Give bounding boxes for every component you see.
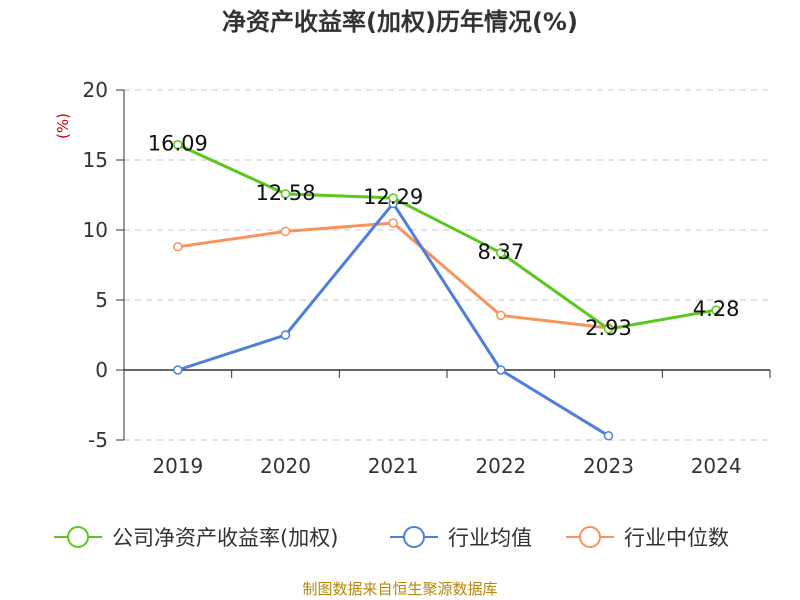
data-point [173, 365, 183, 375]
y-tick-label: 20 [83, 78, 108, 102]
series-line-2 [177, 221, 609, 330]
data-point [496, 310, 506, 321]
legend-marker [579, 526, 601, 548]
y-tick-label: 15 [83, 148, 108, 172]
y-tick-label: 5 [95, 288, 108, 312]
data-point [496, 248, 506, 258]
data-label: 16.09 [148, 132, 208, 156]
x-tick-label: 2021 [368, 454, 419, 478]
data-point [496, 365, 506, 375]
data-label: 12.58 [255, 181, 315, 205]
x-tick-label: 2020 [260, 454, 311, 478]
x-tick-label: 2022 [475, 454, 526, 478]
series-lines [173, 139, 721, 441]
data-point [280, 226, 291, 237]
data-point [388, 218, 398, 228]
data-label: 8.37 [477, 240, 524, 264]
grid-lines [124, 89, 770, 441]
data-labels: 16.09 12.58 12.29 8.37 2.93 4.28 [148, 132, 740, 340]
legend-marker [67, 526, 89, 548]
legend-item-2[interactable]: 行业中位数 [566, 526, 729, 550]
data-label: 2.93 [585, 316, 632, 340]
legend-item-1[interactable]: 行业均值 [390, 526, 532, 550]
data-point [280, 189, 291, 199]
data-label: 4.28 [693, 297, 740, 321]
y-tick-label: 0 [95, 358, 108, 382]
data-point [173, 139, 183, 150]
legend-label: 公司净资产收益率(加权) [112, 526, 338, 550]
data-point [388, 193, 398, 203]
legend-label: 行业均值 [448, 526, 532, 550]
data-label: 12.29 [363, 185, 423, 209]
legend: 公司净资产收益率(加权) 行业均值 行业中位数 [54, 526, 729, 550]
data-point [173, 242, 183, 252]
legend-item-0[interactable]: 公司净资产收益率(加权) [54, 526, 338, 550]
source-note: 制图数据来自恒生聚源数据库 [302, 580, 497, 598]
axes: 20 15 10 5 0 -5 2019 2020 2021 2022 2023 2024 [83, 78, 771, 478]
x-tick-label: 2019 [152, 454, 203, 478]
x-tick-label: 2024 [691, 454, 742, 478]
data-point [711, 305, 721, 315]
data-point [603, 324, 614, 334]
series-line-0 [177, 143, 717, 331]
y-tick-label: -5 [88, 428, 108, 452]
x-tick-label: 2023 [583, 454, 634, 478]
data-point [603, 431, 614, 441]
legend-marker [403, 526, 425, 548]
legend-label: 行业中位数 [624, 526, 729, 550]
y-tick-label: 10 [83, 218, 108, 242]
chart-title: 净资产收益率(加权)历年情况(%) [222, 8, 578, 36]
y-axis-unit-label: (%) [54, 113, 72, 139]
data-point [280, 330, 291, 340]
